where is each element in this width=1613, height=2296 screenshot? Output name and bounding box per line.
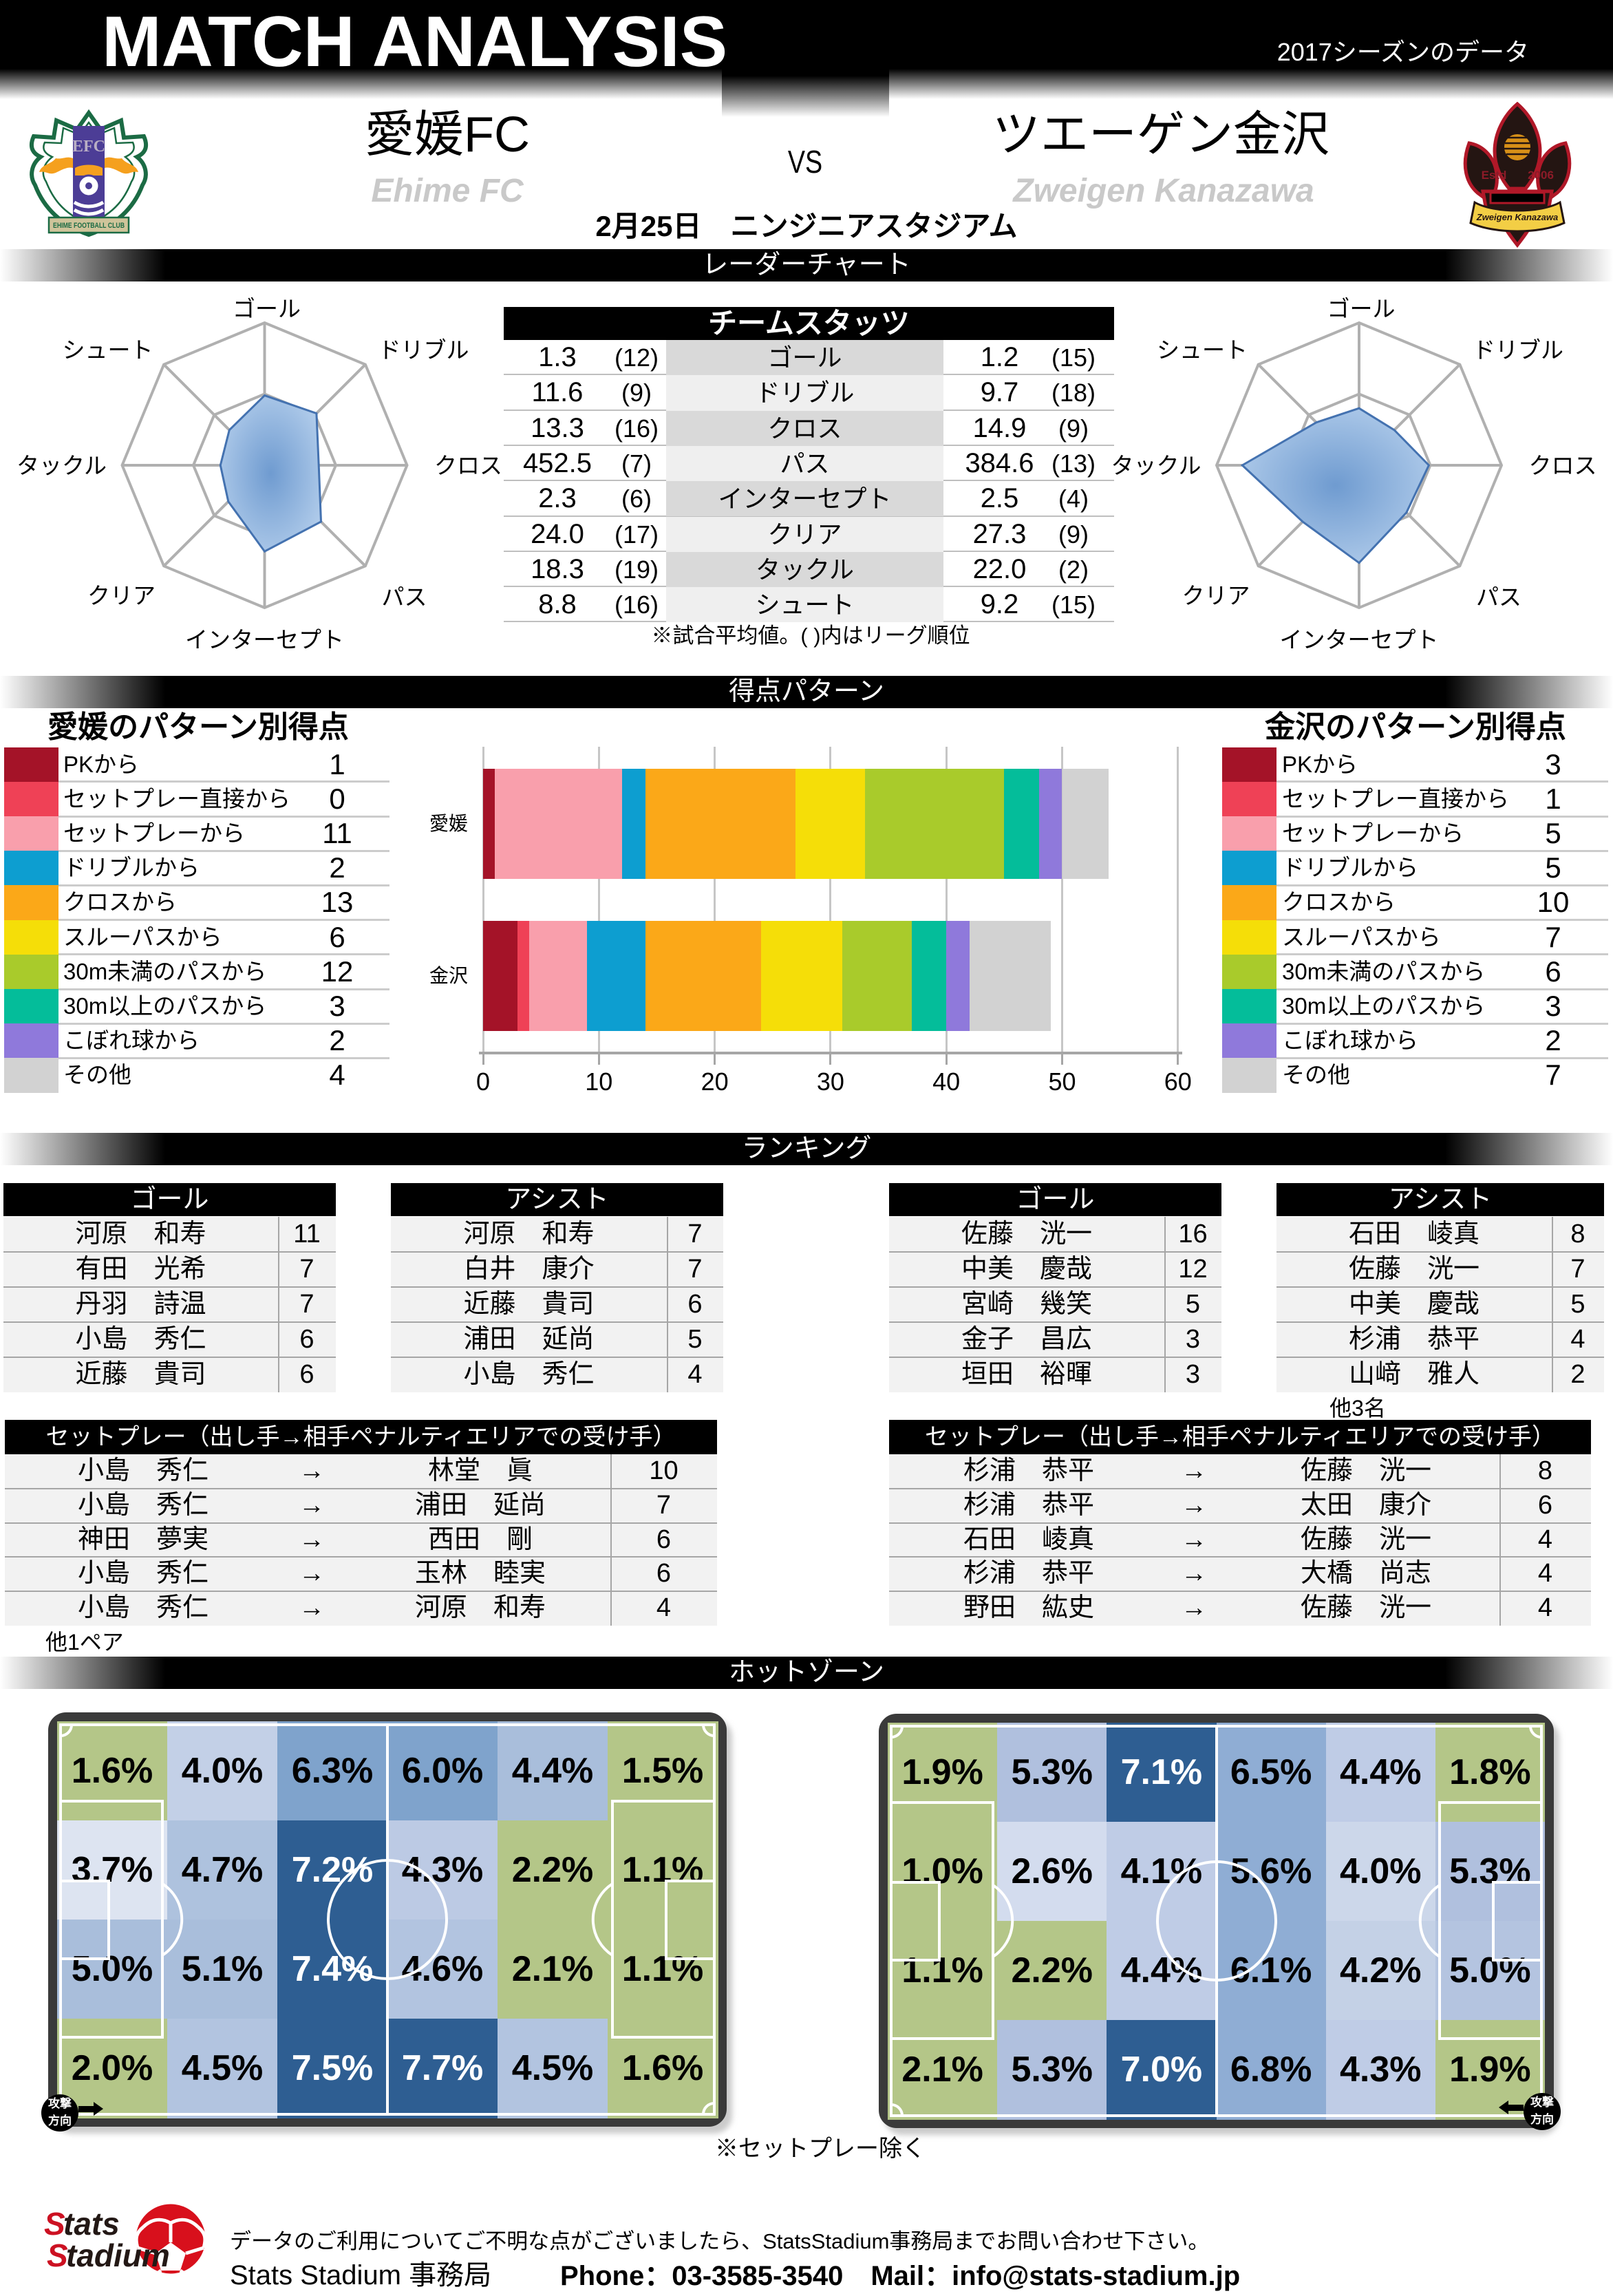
svg-text:S: S [44, 2206, 65, 2242]
svg-text:Zweigen Kanazawa: Zweigen Kanazawa [1476, 212, 1558, 222]
svg-text:EFC: EFC [72, 138, 105, 156]
svg-text:S: S [47, 2237, 68, 2273]
svg-text:2006: 2006 [1528, 169, 1554, 182]
svg-text:Estd: Estd [1482, 169, 1507, 182]
svg-text:tats: tats [63, 2206, 120, 2242]
svg-text:EHIME FOOTBALL CLUB: EHIME FOOTBALL CLUB [53, 222, 125, 230]
svg-text:tadium: tadium [66, 2237, 170, 2273]
